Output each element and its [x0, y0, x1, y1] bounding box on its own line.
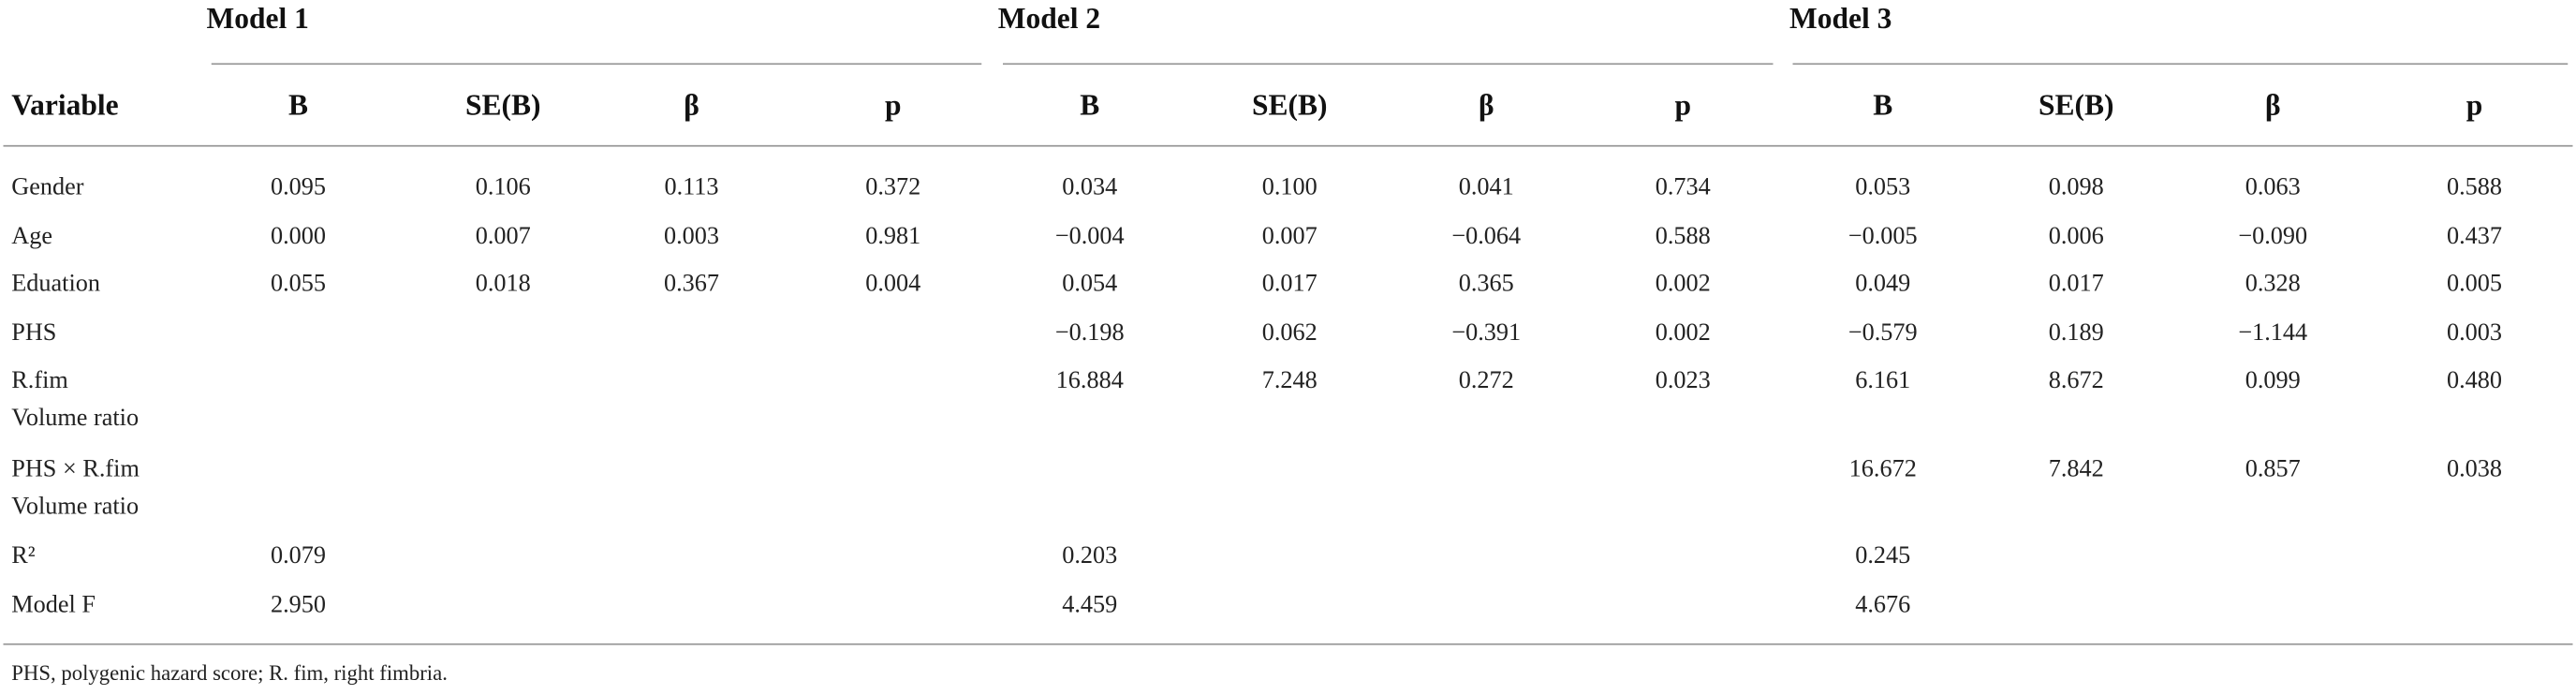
cell: −0.198: [1055, 318, 1125, 346]
cell: 0.365: [1459, 270, 1514, 297]
cell: 4.459: [1062, 591, 1117, 618]
cell: 0.367: [664, 270, 719, 297]
column-header: p: [885, 89, 902, 122]
cell: −0.579: [1848, 318, 1918, 346]
cell: 0.981: [865, 222, 920, 249]
row-label: Eduation: [11, 270, 100, 297]
cell: 0.055: [271, 270, 326, 297]
cell: 0.588: [2447, 172, 2502, 200]
cell: 0.272: [1459, 366, 1514, 393]
row-label: PHS × R.fim: [11, 454, 140, 481]
cell: 16.672: [1849, 454, 1917, 481]
cell: 0.106: [476, 172, 531, 200]
column-header: p: [2466, 89, 2483, 122]
cell: 0.372: [865, 172, 920, 200]
column-header: β: [2265, 89, 2281, 122]
column-header: SE(B): [1252, 89, 1328, 122]
cell: 0.857: [2245, 454, 2301, 481]
column-header: SE(B): [2039, 89, 2114, 122]
column-header: SE(B): [465, 89, 541, 122]
column-header: B: [1080, 89, 1099, 122]
group-title: Model 1: [207, 2, 309, 35]
cell: 0.005: [2447, 270, 2502, 297]
cell: 8.672: [2049, 366, 2104, 393]
cell: 0.053: [1855, 172, 1910, 200]
cell: 0.098: [2049, 172, 2104, 200]
column-header: B: [1873, 89, 1892, 122]
cell: 0.203: [1062, 541, 1117, 569]
cell: 0.063: [2245, 172, 2301, 200]
cell: −1.144: [2238, 318, 2307, 346]
cell: 0.062: [1262, 318, 1317, 346]
cell: 4.676: [1855, 591, 1910, 618]
cell: 0.079: [271, 541, 326, 569]
cell: 0.100: [1262, 172, 1317, 200]
column-header: p: [1674, 89, 1691, 122]
cell: 0.002: [1656, 270, 1711, 297]
cell: 0.034: [1062, 172, 1117, 200]
cell: 0.041: [1459, 172, 1514, 200]
row-label: Volume ratio: [11, 404, 139, 431]
cell: 0.038: [2447, 454, 2502, 481]
cell: 0.588: [1656, 222, 1711, 249]
cell: 0.095: [271, 172, 326, 200]
cell: −0.090: [2238, 222, 2307, 249]
footnote: PHS, polygenic hazard score; R. fim, rig…: [11, 661, 448, 685]
row-label: PHS: [11, 318, 56, 346]
cell: 16.884: [1056, 366, 1124, 393]
row-label: Model F: [11, 591, 96, 618]
cell: 0.002: [1656, 318, 1711, 346]
cell: 2.950: [271, 591, 326, 618]
cell: −0.064: [1451, 222, 1521, 249]
cell: 6.161: [1855, 366, 1910, 393]
cell: 0.017: [2049, 270, 2104, 297]
cell: 0.049: [1855, 270, 1910, 297]
cell: 0.018: [476, 270, 531, 297]
group-title: Model 2: [998, 2, 1100, 35]
row-label: R.fim: [11, 366, 68, 393]
cell: 7.248: [1262, 366, 1317, 393]
cell: 0.480: [2447, 366, 2502, 393]
column-header: Variable: [11, 89, 118, 122]
cell: 0.023: [1656, 366, 1711, 393]
cell: 0.007: [476, 222, 531, 249]
cell: −0.005: [1848, 222, 1918, 249]
group-title: Model 3: [1789, 2, 1892, 35]
row-label: Volume ratio: [11, 493, 139, 520]
cell: 0.003: [2447, 318, 2502, 346]
cell: 0.007: [1262, 222, 1317, 249]
cell: 0.004: [865, 270, 920, 297]
cell: 0.003: [664, 222, 719, 249]
cell: 0.189: [2049, 318, 2104, 346]
cell: 0.245: [1855, 541, 1910, 569]
cell: 0.054: [1062, 270, 1117, 297]
cell: 0.734: [1656, 172, 1711, 200]
row-label: Gender: [11, 172, 84, 200]
cell: −0.391: [1451, 318, 1521, 346]
cell: 7.842: [2049, 454, 2104, 481]
cell: 0.328: [2245, 270, 2301, 297]
cell: 0.113: [664, 172, 718, 200]
column-header: β: [1479, 89, 1494, 122]
row-label: Age: [11, 222, 52, 249]
column-header: B: [288, 89, 308, 122]
cell: 0.099: [2245, 366, 2301, 393]
cell: 0.017: [1262, 270, 1317, 297]
cell: 0.437: [2447, 222, 2502, 249]
cell: 0.006: [2049, 222, 2104, 249]
row-label: R²: [11, 541, 36, 569]
column-header: β: [684, 89, 699, 122]
cell: 0.000: [271, 222, 326, 249]
cell: −0.004: [1055, 222, 1125, 249]
